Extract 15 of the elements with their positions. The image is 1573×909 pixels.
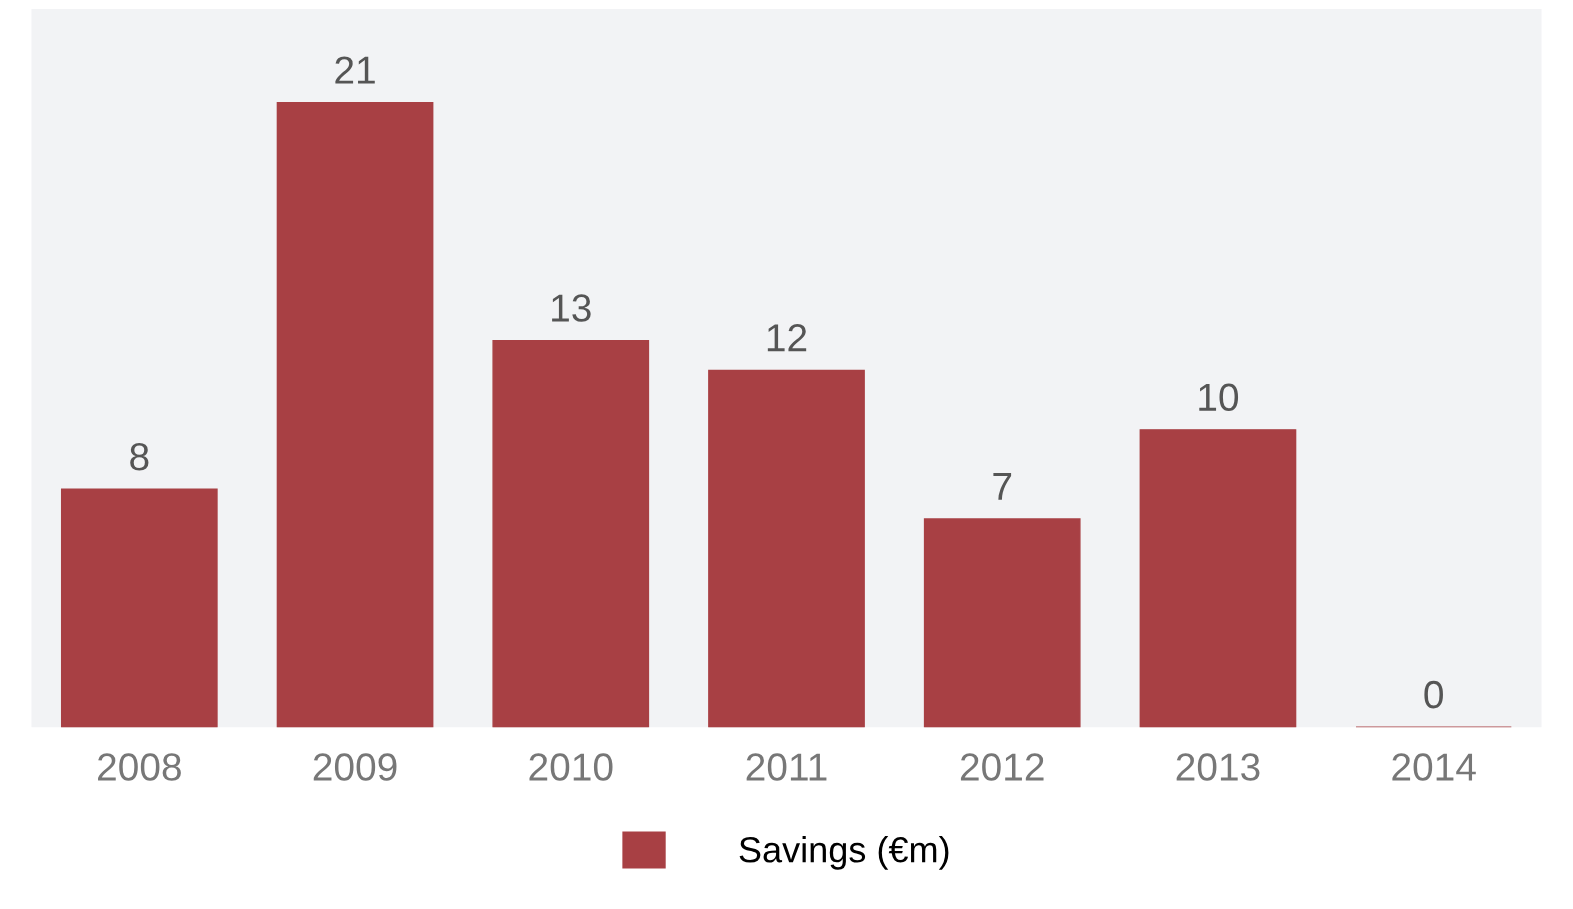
data-label: 13 [552, 294, 591, 322]
data-label: 12 [767, 324, 807, 352]
legend-label: Savings (€m) [739, 836, 949, 870]
data-label: 8 [130, 442, 149, 471]
x-tick-label: 2009 [313, 753, 397, 781]
x-tick-label: 2014 [1392, 753, 1476, 781]
x-tick-label: 2013 [1176, 753, 1260, 781]
data-label: 10 [1199, 383, 1239, 412]
x-tick-label: 2010 [529, 753, 613, 781]
x-tick-label: 2012 [960, 753, 1044, 781]
x-tick-label: 2008 [98, 753, 181, 781]
x-tick-label: 2011 [746, 753, 827, 781]
data-label: 7 [993, 473, 1012, 500]
data-label: 21 [335, 56, 375, 84]
data-label: 0 [1424, 680, 1443, 709]
